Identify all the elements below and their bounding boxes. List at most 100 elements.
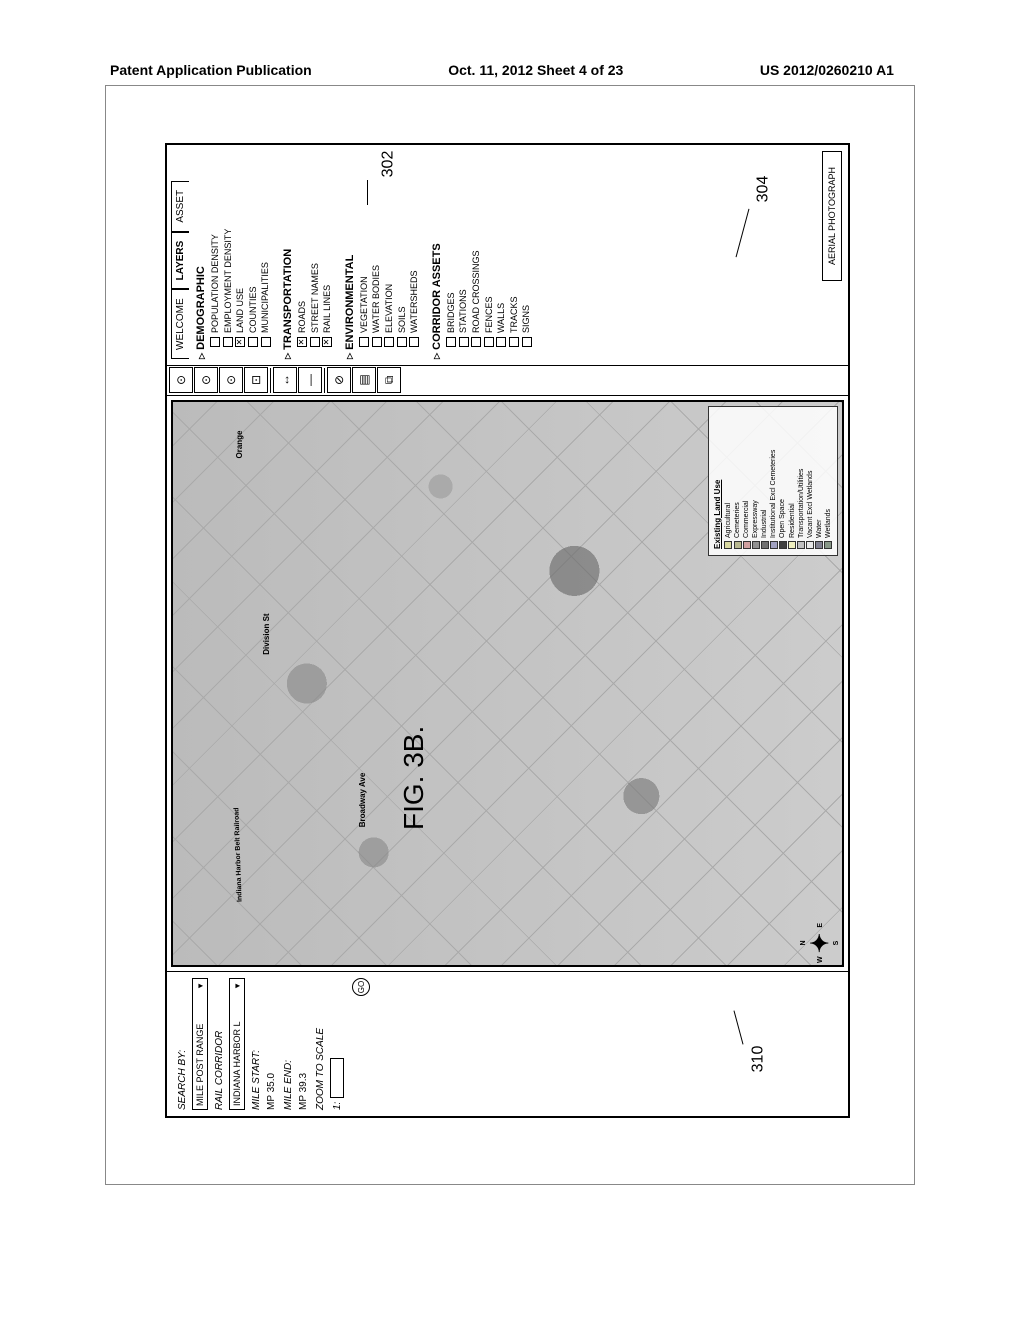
layer-group-title: DEMOGRAPHIC	[195, 266, 207, 350]
layer-item[interactable]: STATIONS	[457, 151, 470, 359]
layer-item[interactable]: BRIDGES	[445, 151, 458, 359]
legend-swatch	[815, 541, 823, 549]
zoom-scale-input[interactable]	[330, 1058, 344, 1098]
layer-item[interactable]: ✕RAIL LINES	[321, 151, 334, 359]
layer-checkbox[interactable]	[248, 337, 258, 347]
map-viewport[interactable]: Broadway Ave Division St Orange Indiana …	[167, 395, 848, 971]
layer-checkbox[interactable]	[522, 337, 532, 347]
layer-checkbox[interactable]	[359, 337, 369, 347]
figure-label: FIG. 3B.	[398, 726, 430, 830]
layer-item[interactable]: TRACKS	[508, 151, 521, 359]
layer-checkbox[interactable]	[496, 337, 506, 347]
layer-label: SOILS	[396, 306, 409, 333]
layer-checkbox[interactable]	[261, 337, 271, 347]
layer-item[interactable]: FENCES	[483, 151, 496, 359]
map-tool-button[interactable]: ⊙	[219, 367, 243, 393]
street-label: Broadway Ave	[358, 773, 367, 828]
layer-label: TRACKS	[508, 296, 521, 333]
page-header: Patent Application Publication Oct. 11, …	[0, 62, 1024, 78]
search-by-dropdown[interactable]: MILE POST RANGE ▼	[192, 978, 208, 1110]
layer-item[interactable]: ROAD CROSSINGS	[470, 151, 483, 359]
layer-item[interactable]: MUNICIPALITIES	[259, 151, 272, 359]
legend-item: Open Space	[778, 413, 787, 549]
tab-asset[interactable]: ASSET	[171, 181, 189, 232]
layer-item[interactable]: WATER BODIES	[370, 151, 383, 359]
layer-item[interactable]: STREET NAMES	[309, 151, 322, 359]
layer-group-header[interactable]: ▷TRANSPORTATION	[282, 151, 294, 359]
layer-group-header[interactable]: ▷ENVIRONMENTAL	[344, 151, 356, 359]
map-tool-button[interactable]: —	[298, 367, 322, 393]
layer-checkbox[interactable]	[471, 337, 481, 347]
legend-label: Cemeteries	[733, 502, 742, 538]
header-right: US 2012/0260210 A1	[760, 62, 894, 78]
map-tool-button[interactable]: ▤	[352, 367, 376, 393]
layer-checkbox[interactable]	[223, 337, 233, 347]
header-left: Patent Application Publication	[110, 62, 312, 78]
layer-checkbox[interactable]: ✕	[297, 337, 307, 347]
map-tool-button[interactable]: ⊙	[194, 367, 218, 393]
layer-group-title: CORRIDOR ASSETS	[431, 243, 443, 350]
layer-checkbox[interactable]	[509, 337, 519, 347]
layer-item[interactable]: POPULATION DENSITY	[209, 151, 222, 359]
rail-corridor-dropdown[interactable]: INDIANA HARBOR L ▼	[229, 978, 245, 1110]
aerial-photograph-button[interactable]: AERIAL PHOTOGRAPH	[822, 151, 842, 281]
map-tool-button[interactable]: ⊡	[244, 367, 268, 393]
search-panel: SEARCH BY: MILE POST RANGE ▼ RAIL CORRID…	[167, 971, 848, 1116]
map-tool-button[interactable]: ↔	[273, 367, 297, 393]
map-legend: Existing Land Use AgriculturalCemeteries…	[708, 406, 838, 556]
layer-checkbox[interactable]	[210, 337, 220, 347]
layer-group-header[interactable]: ▷DEMOGRAPHIC	[195, 151, 207, 359]
layer-checkbox[interactable]	[459, 337, 469, 347]
layer-item[interactable]: WATERSHEDS	[408, 151, 421, 359]
street-label: Division St	[262, 613, 271, 654]
layer-checkbox[interactable]	[372, 337, 382, 347]
layer-group-header[interactable]: ▷CORRIDOR ASSETS	[431, 151, 443, 359]
app-window: SEARCH BY: MILE POST RANGE ▼ RAIL CORRID…	[165, 143, 850, 1118]
map-toolstrip: ⊙⊙⊙⊡↔—⊘▤⧉	[167, 365, 848, 395]
legend-label: Water	[815, 520, 824, 538]
layer-item[interactable]: ✕ROADS	[296, 151, 309, 359]
layer-item[interactable]: SOILS	[396, 151, 409, 359]
tab-welcome[interactable]: WELCOME	[171, 289, 189, 359]
layer-item[interactable]: WALLS	[495, 151, 508, 359]
layer-checkbox[interactable]	[310, 337, 320, 347]
layer-label: MUNICIPALITIES	[259, 262, 272, 333]
layer-item[interactable]: EMPLOYMENT DENSITY	[222, 151, 235, 359]
layer-item[interactable]: ✕LAND USE	[234, 151, 247, 359]
layer-item[interactable]: COUNTIES	[247, 151, 260, 359]
layer-checkbox[interactable]	[484, 337, 494, 347]
callout-304: 304	[754, 176, 772, 203]
layer-group: ▷DEMOGRAPHICPOPULATION DENSITYEMPLOYMENT…	[195, 151, 272, 359]
layer-checkbox[interactable]: ✕	[235, 337, 245, 347]
layer-label: WATERSHEDS	[408, 270, 421, 333]
tool-divider	[270, 368, 271, 393]
layer-checkbox[interactable]	[397, 337, 407, 347]
callout-310: 310	[749, 1046, 767, 1073]
layer-item[interactable]: VEGETATION	[358, 151, 371, 359]
street-label: Orange	[235, 431, 244, 459]
legend-item: Transportation/Utilities	[797, 413, 806, 549]
layer-checkbox[interactable]	[446, 337, 456, 347]
layer-item[interactable]: SIGNS	[520, 151, 533, 359]
go-button[interactable]: GO	[352, 978, 370, 996]
map-tool-button[interactable]: ⊘	[327, 367, 351, 393]
layer-checkbox[interactable]	[409, 337, 419, 347]
legend-item: Residential	[788, 413, 797, 549]
layer-label: POPULATION DENSITY	[209, 234, 222, 333]
legend-swatch	[770, 541, 778, 549]
legend-label: Commercial	[742, 501, 751, 538]
layer-label: COUNTIES	[247, 286, 260, 333]
map-tool-button[interactable]: ⊙	[169, 367, 193, 393]
layer-checkbox[interactable]	[384, 337, 394, 347]
layer-item[interactable]: ELEVATION	[383, 151, 396, 359]
legend-item: Vacant Excl Wetlands	[806, 413, 815, 549]
tab-layers[interactable]: LAYERS	[171, 232, 189, 290]
mile-end-value: MP 39.3	[298, 978, 309, 1110]
layer-label: WATER BODIES	[370, 265, 383, 333]
layer-group-title: TRANSPORTATION	[282, 249, 294, 350]
layer-group: ▷TRANSPORTATION✕ROADSSTREET NAMES✕RAIL L…	[282, 151, 334, 359]
layer-checkbox[interactable]: ✕	[322, 337, 332, 347]
callout-line	[367, 180, 368, 205]
map-tool-button[interactable]: ⧉	[377, 367, 401, 393]
legend-item: Agricultural	[724, 413, 733, 549]
